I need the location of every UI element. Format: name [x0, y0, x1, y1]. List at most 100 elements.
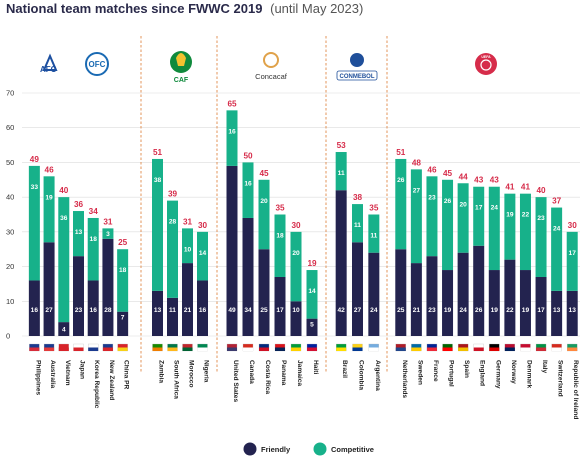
legend-swatch-competitive	[313, 442, 327, 456]
flag-stripe	[567, 347, 578, 351]
competitive-value-label: 18	[90, 236, 98, 243]
friendly-value-label: 16	[90, 307, 98, 314]
friendly-value-label: 23	[75, 307, 83, 314]
country-label: Panama	[280, 360, 287, 386]
flag-stripe	[73, 347, 84, 351]
competitive-value-label: 38	[154, 177, 162, 184]
friendly-value-label: 4	[62, 327, 66, 334]
bar-competitive	[504, 193, 516, 260]
flag-icon	[102, 343, 114, 352]
total-value-label: 51	[153, 148, 163, 157]
bar-competitive	[519, 193, 531, 271]
competitive-value-label: 22	[522, 212, 530, 219]
flag-stripe	[352, 347, 363, 351]
bar-friendly	[306, 318, 318, 336]
country-label: Denmark	[525, 360, 532, 389]
chart-title: National team matches since FWWC 2019 (u…	[6, 1, 363, 16]
country-label: Norway	[510, 360, 517, 384]
competitive-value-label: 11	[338, 170, 345, 177]
friendly-value-label: 13	[553, 307, 561, 314]
y-tick-label: 0	[6, 332, 10, 341]
bar-competitive	[410, 169, 422, 264]
bar-friendly	[457, 252, 469, 336]
legend: Friendly Competitive	[243, 442, 374, 456]
flag-icon	[489, 343, 500, 352]
bar-friendly	[368, 252, 380, 336]
bar-friendly	[102, 238, 114, 336]
flag-stripe	[182, 347, 193, 351]
country-label: Zambia	[158, 360, 165, 383]
total-value-label: 50	[243, 151, 253, 160]
friendly-value-label: 23	[428, 307, 436, 314]
flag-stripe	[336, 347, 347, 351]
caf-trophy	[176, 53, 186, 66]
legend-label-competitive: Competitive	[331, 445, 374, 454]
flag-stripe	[227, 347, 237, 351]
bars: 16 33 49 27 19 46 4 36 40 23 13 36 16 18 34 28 3 31 7 18 25 1…	[28, 99, 578, 336]
flag-stripe	[197, 347, 208, 351]
bar-friendly	[274, 276, 286, 336]
flag-stripe	[117, 347, 128, 351]
country-label: Switzerland	[557, 360, 564, 397]
bar-competitive	[182, 228, 193, 264]
country-label: China PR	[123, 360, 130, 390]
bar-competitive	[102, 228, 114, 239]
country-label: France	[432, 360, 439, 382]
legend-swatch-friendly	[243, 442, 257, 456]
country-label: South Africa	[173, 360, 180, 399]
flag-icon	[567, 343, 578, 352]
bar-competitive	[28, 165, 40, 281]
flag-stripe	[243, 347, 253, 351]
uefa-emblem	[475, 53, 497, 75]
country-label: Japan	[79, 360, 86, 379]
conmebol-logo: CONMEBOL	[336, 53, 378, 81]
flag-stripe	[44, 347, 55, 351]
flag-icon	[473, 343, 484, 352]
concacaf-logo: Concacaf	[255, 52, 288, 81]
bar-competitive	[167, 200, 178, 298]
y-tick-label: 50	[6, 158, 14, 167]
country-label: Spain	[463, 360, 470, 378]
flag-stripe	[395, 347, 406, 351]
bar-friendly	[504, 259, 516, 336]
total-value-label: 31	[183, 217, 193, 226]
total-value-label: 31	[103, 217, 113, 226]
competitive-value-label: 11	[354, 222, 361, 229]
bar-friendly	[473, 245, 485, 336]
competitive-value-label: 19	[45, 194, 53, 201]
friendly-value-label: 17	[276, 307, 284, 314]
total-value-label: 38	[353, 193, 363, 202]
friendly-value-label: 22	[506, 307, 514, 314]
flag-stripe	[458, 347, 469, 351]
country-label: Nigeria	[203, 360, 210, 383]
competitive-value-label: 24	[553, 226, 561, 233]
legend-label-friendly: Friendly	[261, 445, 291, 454]
total-value-label: 30	[291, 221, 301, 230]
bar-friendly	[290, 301, 302, 336]
competitive-value-label: 17	[569, 250, 577, 257]
flag-icon	[457, 343, 469, 352]
bar-competitive	[335, 152, 347, 191]
bar-friendly	[535, 276, 547, 336]
bar-friendly	[117, 311, 129, 336]
bar-competitive	[488, 186, 500, 271]
bar-competitive	[442, 179, 454, 271]
bar-competitive	[535, 197, 547, 277]
afc-emblem	[42, 53, 58, 71]
bar-competitive	[242, 162, 254, 218]
country-label: New Zealand	[108, 360, 115, 400]
bar-friendly	[551, 290, 563, 336]
afc-logo: AFC	[40, 53, 58, 74]
bar-competitive	[87, 217, 99, 281]
flag-stripe	[167, 347, 178, 351]
flag-icon	[167, 343, 178, 352]
competitive-value-label: 20	[260, 198, 268, 205]
total-value-label: 40	[59, 186, 69, 195]
bar-friendly	[426, 256, 438, 336]
total-value-label: 34	[89, 207, 99, 216]
bar-friendly	[258, 249, 270, 336]
bar-competitive	[197, 231, 208, 281]
country-label: Canada	[248, 360, 255, 384]
competitive-value-label: 16	[228, 128, 236, 135]
country-label: Italy	[541, 360, 548, 374]
